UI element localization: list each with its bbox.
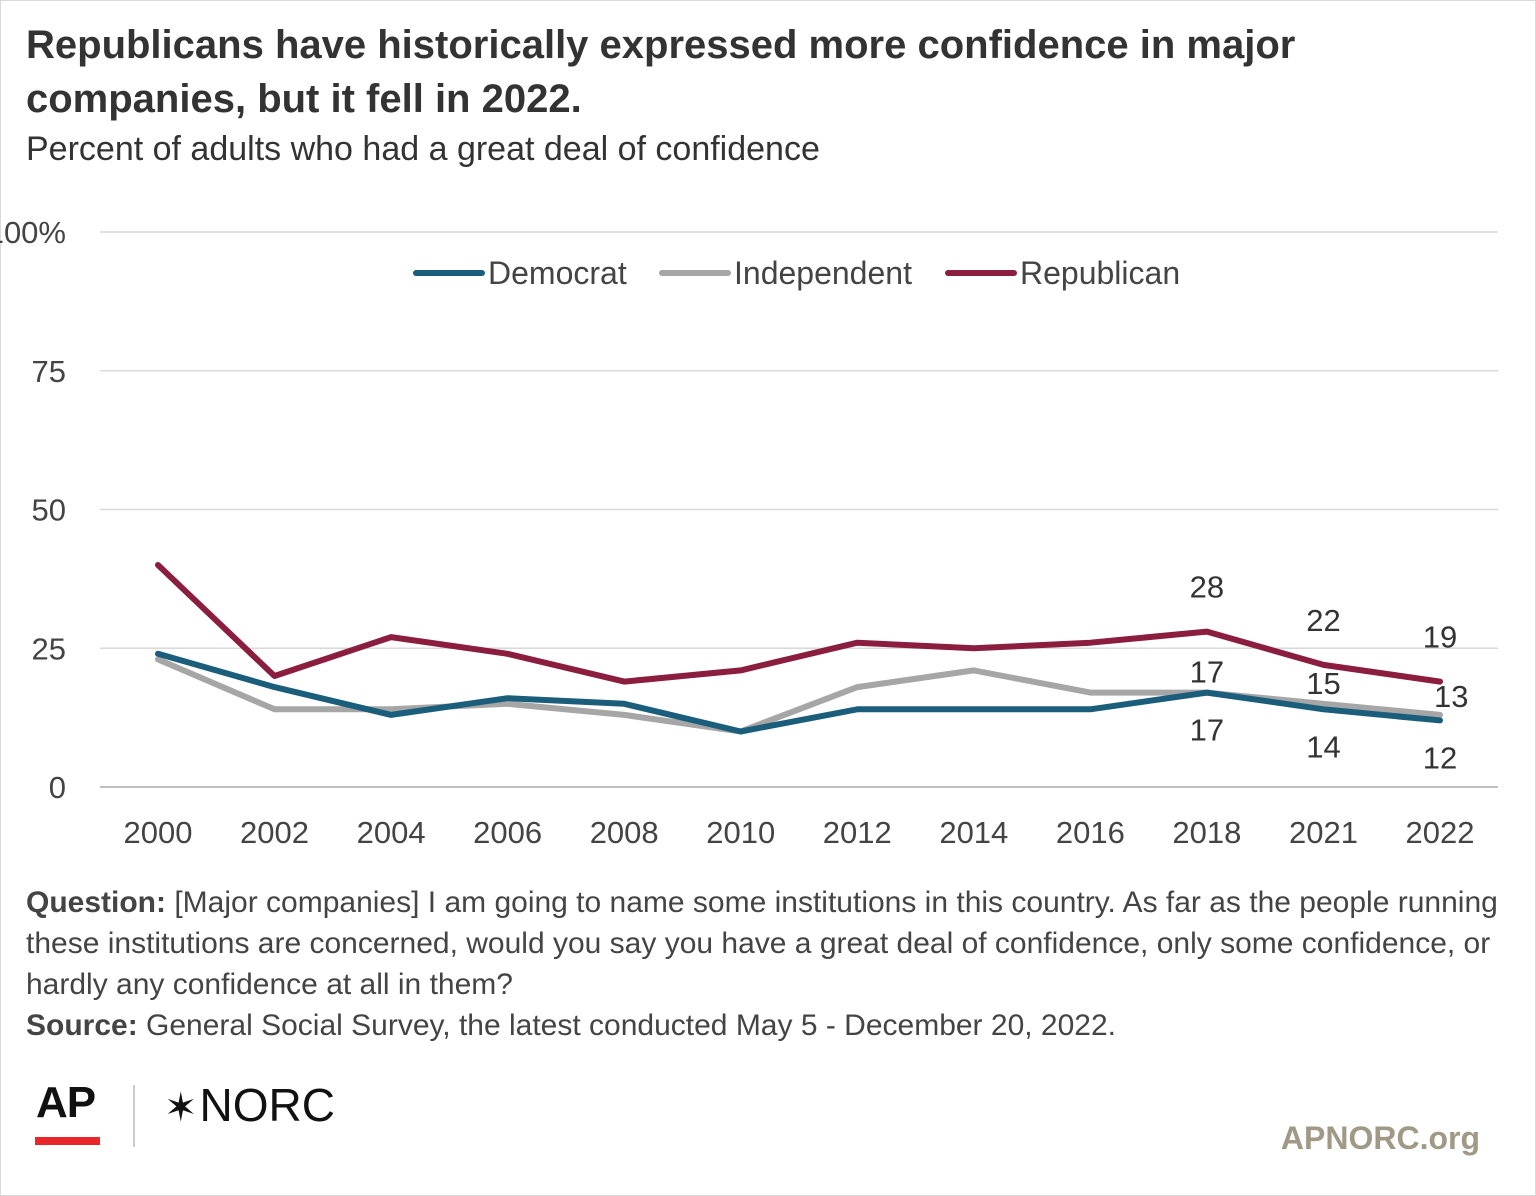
ap-logo-underline xyxy=(35,1137,100,1145)
question-label: Question: xyxy=(26,886,166,919)
data-label: 17 xyxy=(1190,713,1224,748)
chart-title: Republicans have historically expressed … xyxy=(26,23,1296,121)
series-line-democrat xyxy=(155,650,1443,735)
legend-label-democrat: Democrat xyxy=(488,255,627,291)
y-tick-label: 25 xyxy=(32,631,66,666)
data-label: 12 xyxy=(1423,740,1457,775)
x-tick-label: 2002 xyxy=(240,815,309,850)
x-tick-label: 2006 xyxy=(473,815,542,850)
site-url: APNORC.org xyxy=(1280,1120,1480,1156)
source-note: Source: General Social Survey, the lates… xyxy=(26,1005,1506,1046)
legend: Democrat Independent Republican xyxy=(413,255,1180,291)
x-tick-label: 2000 xyxy=(124,815,193,850)
chart-subtitle: Percent of adults who had a great deal o… xyxy=(26,130,820,168)
series-line-republican xyxy=(155,562,1443,685)
y-axis: 0 25 50 75 100% xyxy=(0,215,66,805)
x-tick-label: 2018 xyxy=(1172,815,1241,850)
y-tick-label: 75 xyxy=(32,354,66,389)
source-label: Source: xyxy=(26,1009,138,1042)
legend-label-republican: Republican xyxy=(1020,255,1180,291)
question-text: [Major companies] I am going to name som… xyxy=(26,886,1498,1001)
logo-divider xyxy=(133,1085,135,1147)
norc-star-icon: ✶ xyxy=(164,1086,198,1130)
y-tick-label: 0 xyxy=(49,770,66,805)
question-note: Question: [Major companies] I am going t… xyxy=(26,882,1506,1005)
x-tick-label: 2014 xyxy=(939,815,1008,850)
x-tick-label: 2010 xyxy=(706,815,775,850)
source-text: General Social Survey, the latest conduc… xyxy=(137,1009,1116,1042)
x-tick-label: 2022 xyxy=(1406,815,1475,850)
y-tick-label: 50 xyxy=(32,493,66,528)
x-tick-label: 2004 xyxy=(357,815,426,850)
y-tick-label: 100% xyxy=(0,215,66,250)
data-label: 14 xyxy=(1306,729,1340,764)
data-label: 28 xyxy=(1190,570,1224,605)
data-label: 19 xyxy=(1423,620,1457,655)
norc-logo: ✶NORC xyxy=(164,1078,335,1132)
ap-logo: AP xyxy=(36,1078,96,1127)
x-axis: 2000 2002 2004 2006 2008 2010 2012 2014 2016 2018… xyxy=(124,815,1475,850)
footnote: Question: [Major companies] I am going t… xyxy=(26,882,1506,1046)
legend-label-independent: Independent xyxy=(734,255,912,291)
x-tick-label: 2016 xyxy=(1056,815,1125,850)
data-label: 15 xyxy=(1306,666,1340,701)
data-label: 22 xyxy=(1306,603,1340,638)
line-chart: 0 25 50 75 100% 2000 2002 2004 2006 2008 2010 2012… xyxy=(0,215,1498,850)
series-lines xyxy=(155,562,1443,735)
norc-logo-text: NORC xyxy=(199,1079,335,1131)
x-tick-label: 2008 xyxy=(590,815,659,850)
x-tick-label: 2012 xyxy=(823,815,892,850)
data-labels: 28 22 19 17 15 13 17 14 12 xyxy=(1190,570,1469,776)
data-label: 13 xyxy=(1434,679,1468,714)
x-tick-label: 2021 xyxy=(1289,815,1358,850)
data-label: 17 xyxy=(1190,655,1224,690)
